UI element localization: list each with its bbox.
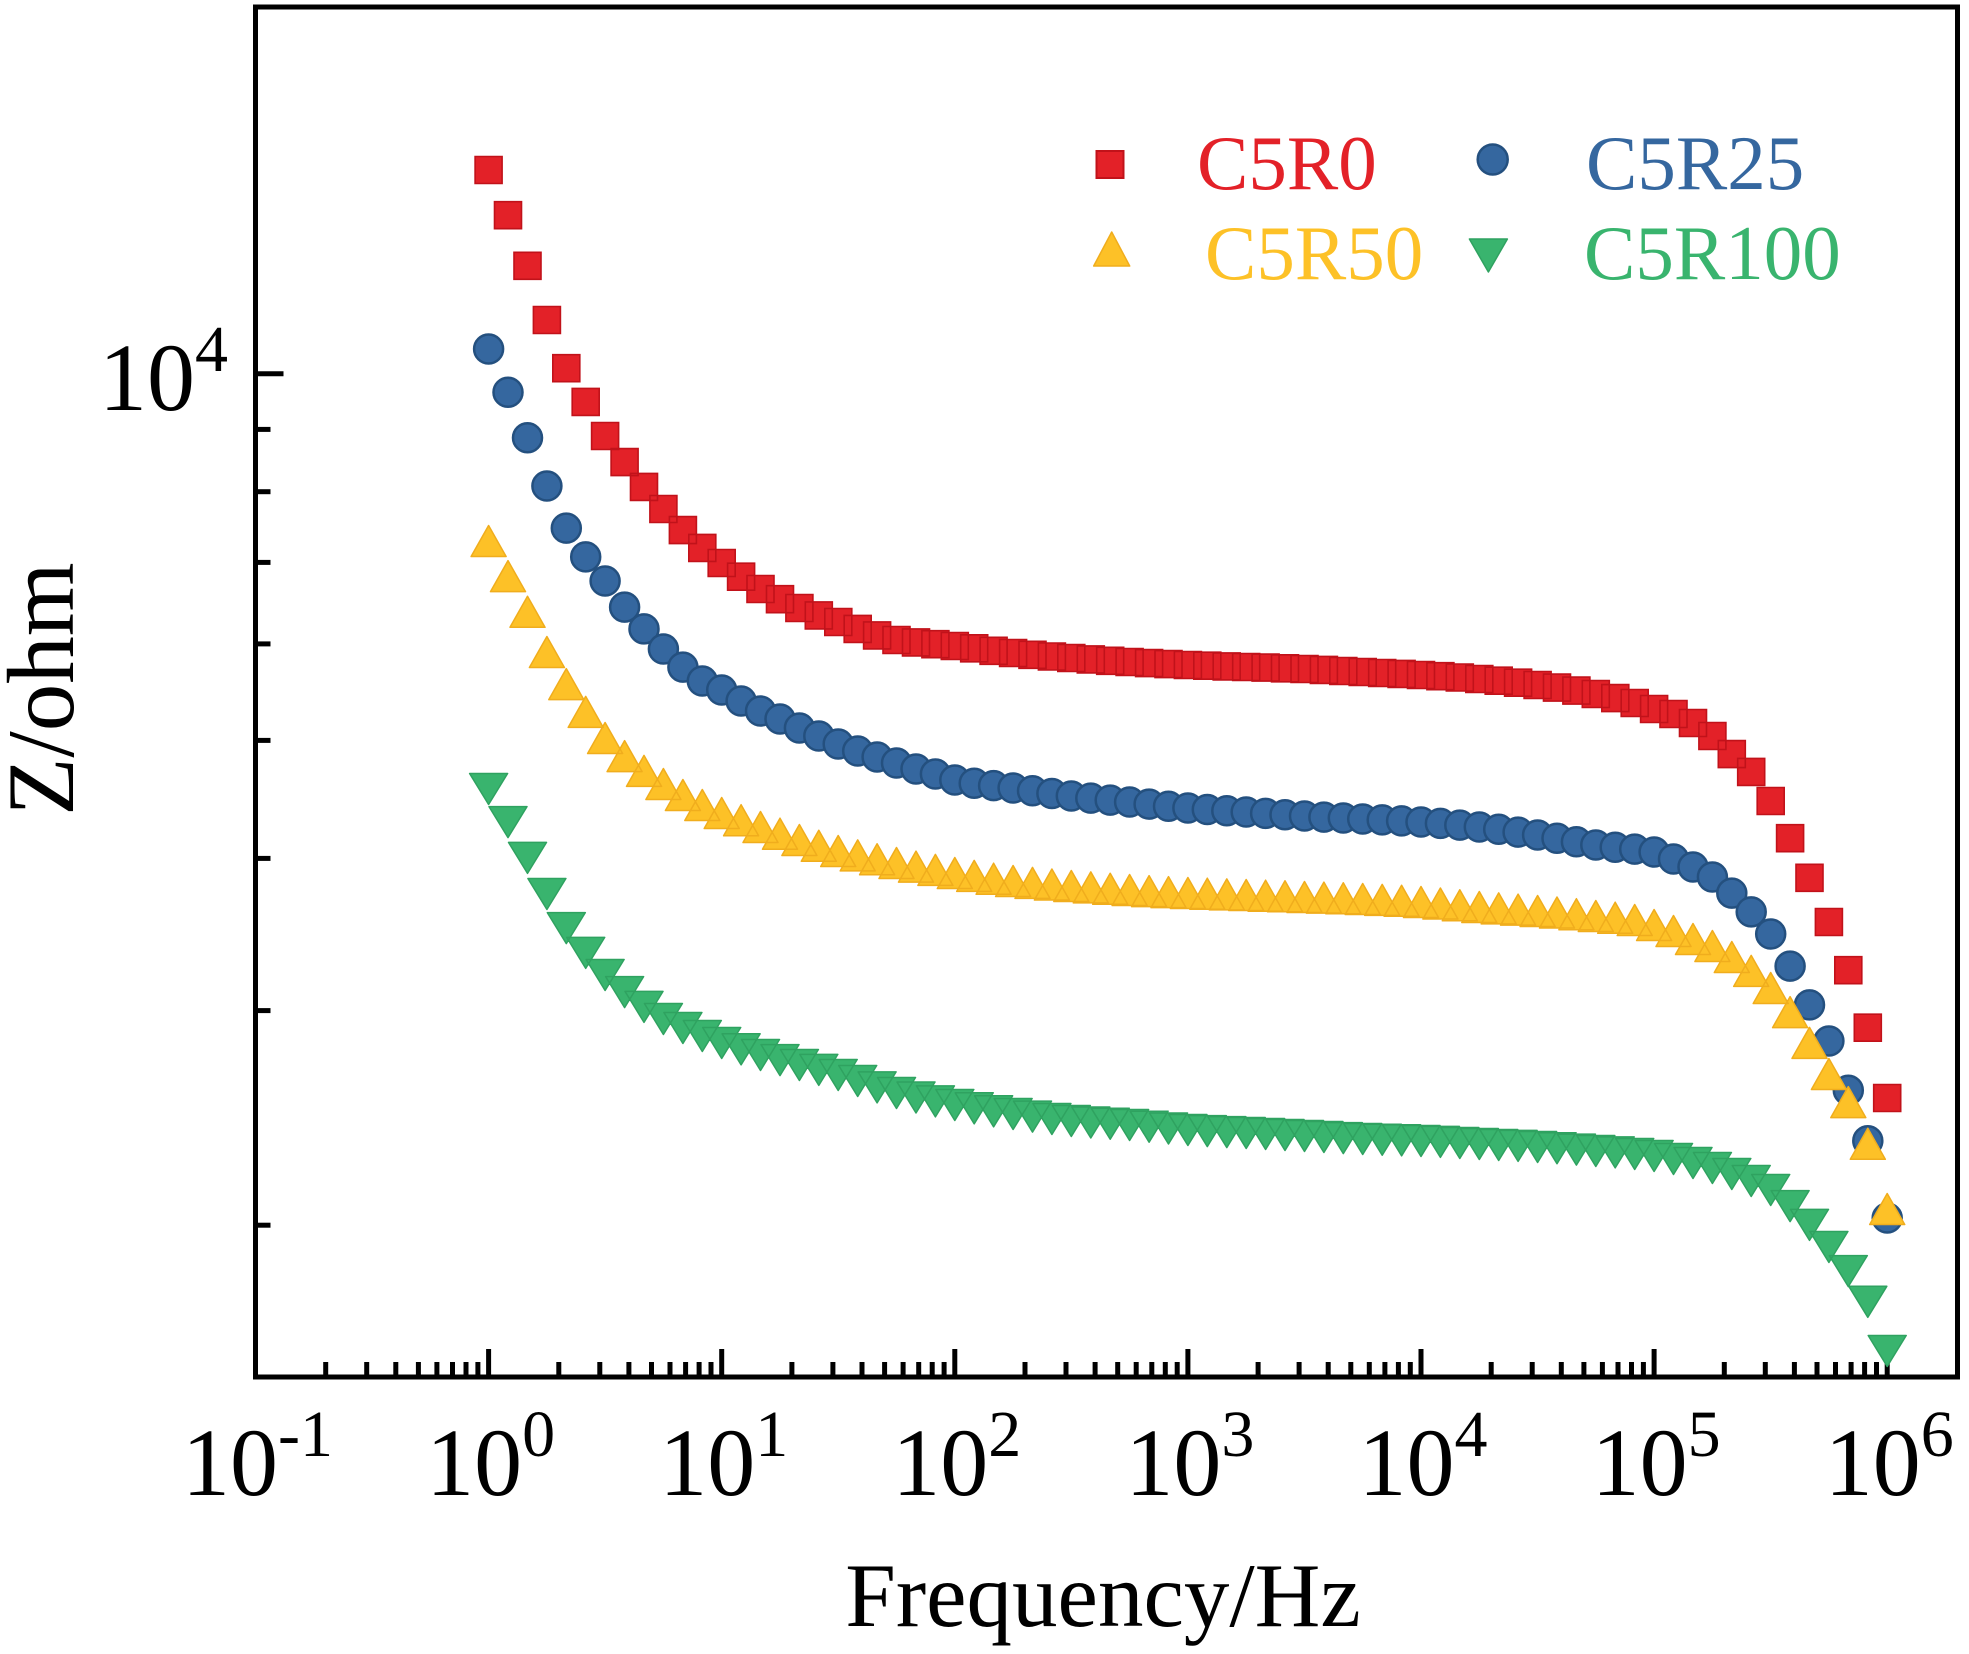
svg-text:101: 101 — [659, 1398, 788, 1516]
svg-text:105: 105 — [1592, 1398, 1721, 1516]
svg-text:100: 100 — [426, 1398, 555, 1516]
svg-text:C5R0: C5R0 — [1197, 120, 1377, 206]
svg-text:104: 104 — [1359, 1398, 1488, 1516]
svg-text:Frequency/Hz: Frequency/Hz — [845, 1545, 1360, 1646]
svg-text:Z/ohm: Z/ohm — [0, 562, 94, 815]
svg-text:10-1: 10-1 — [182, 1398, 333, 1516]
svg-text:106: 106 — [1825, 1398, 1954, 1516]
svg-text:104: 104 — [99, 313, 228, 431]
svg-text:103: 103 — [1125, 1398, 1254, 1516]
svg-text:C5R25: C5R25 — [1586, 120, 1804, 206]
svg-text:C5R50: C5R50 — [1205, 210, 1423, 296]
svg-text:102: 102 — [892, 1398, 1021, 1516]
svg-text:C5R100: C5R100 — [1584, 210, 1841, 296]
